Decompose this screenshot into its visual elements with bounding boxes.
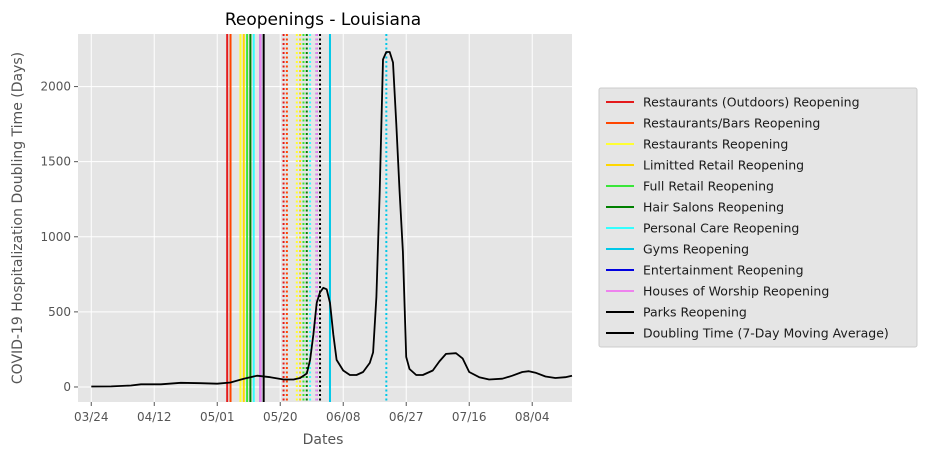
legend: Restaurants (Outdoors) Reopening Restaura… (598, 87, 918, 348)
gridlines (78, 34, 572, 402)
reopening-lines (226, 34, 388, 402)
legend-label: Restaurants Reopening (643, 137, 788, 152)
y-tick-label: 1000 (40, 230, 71, 244)
x-tick-label: 05/01 (200, 410, 235, 424)
legend-label: Doubling Time (7-Day Moving Average) (643, 326, 889, 341)
legend-label: Restaurants/Bars Reopening (643, 116, 820, 131)
y-tick-label: 1500 (40, 155, 71, 169)
series-line (91, 51, 573, 388)
legend-label: Gyms Reopening (643, 242, 749, 257)
legend-box (598, 87, 918, 348)
y-tick-labels: 0 500 1000 1500 2000 (40, 80, 78, 394)
y-tick-label: 0 (63, 380, 71, 394)
chart-title: Reopenings - Louisiana (225, 10, 421, 30)
x-tick-label: 05/20 (263, 410, 298, 424)
x-tick-label: 04/12 (137, 410, 172, 424)
x-tick-label: 06/27 (389, 410, 424, 424)
x-tick-labels: 03/24 04/12 05/01 05/20 06/08 06/27 07/16 08/04 (74, 402, 550, 424)
legend-label: Hair Salons Reopening (643, 200, 784, 215)
series-layer (91, 51, 573, 388)
legend-label: Parks Reopening (643, 305, 747, 320)
plot-area (78, 34, 572, 402)
y-tick-label: 2000 (40, 80, 71, 94)
x-tick-label: 08/04 (515, 410, 550, 424)
legend-label: Full Retail Reopening (643, 179, 774, 194)
x-tick-label: 07/16 (452, 410, 487, 424)
legend-label: Houses of Worship Reopening (643, 284, 829, 299)
legend-label: Entertainment Reopening (643, 263, 804, 278)
x-axis-label: Dates (303, 432, 344, 448)
legend-label: Limitted Retail Reopening (643, 158, 804, 173)
x-tick-label: 06/08 (326, 410, 361, 424)
legend-label: Restaurants (Outdoors) Reopening (643, 95, 860, 110)
x-tick-label: 03/24 (74, 410, 109, 424)
y-tick-label: 500 (48, 305, 71, 319)
legend-label: Personal Care Reopening (643, 221, 799, 236)
y-axis-label: COVID-19 Hospitalization Doubling Time (… (10, 52, 26, 384)
